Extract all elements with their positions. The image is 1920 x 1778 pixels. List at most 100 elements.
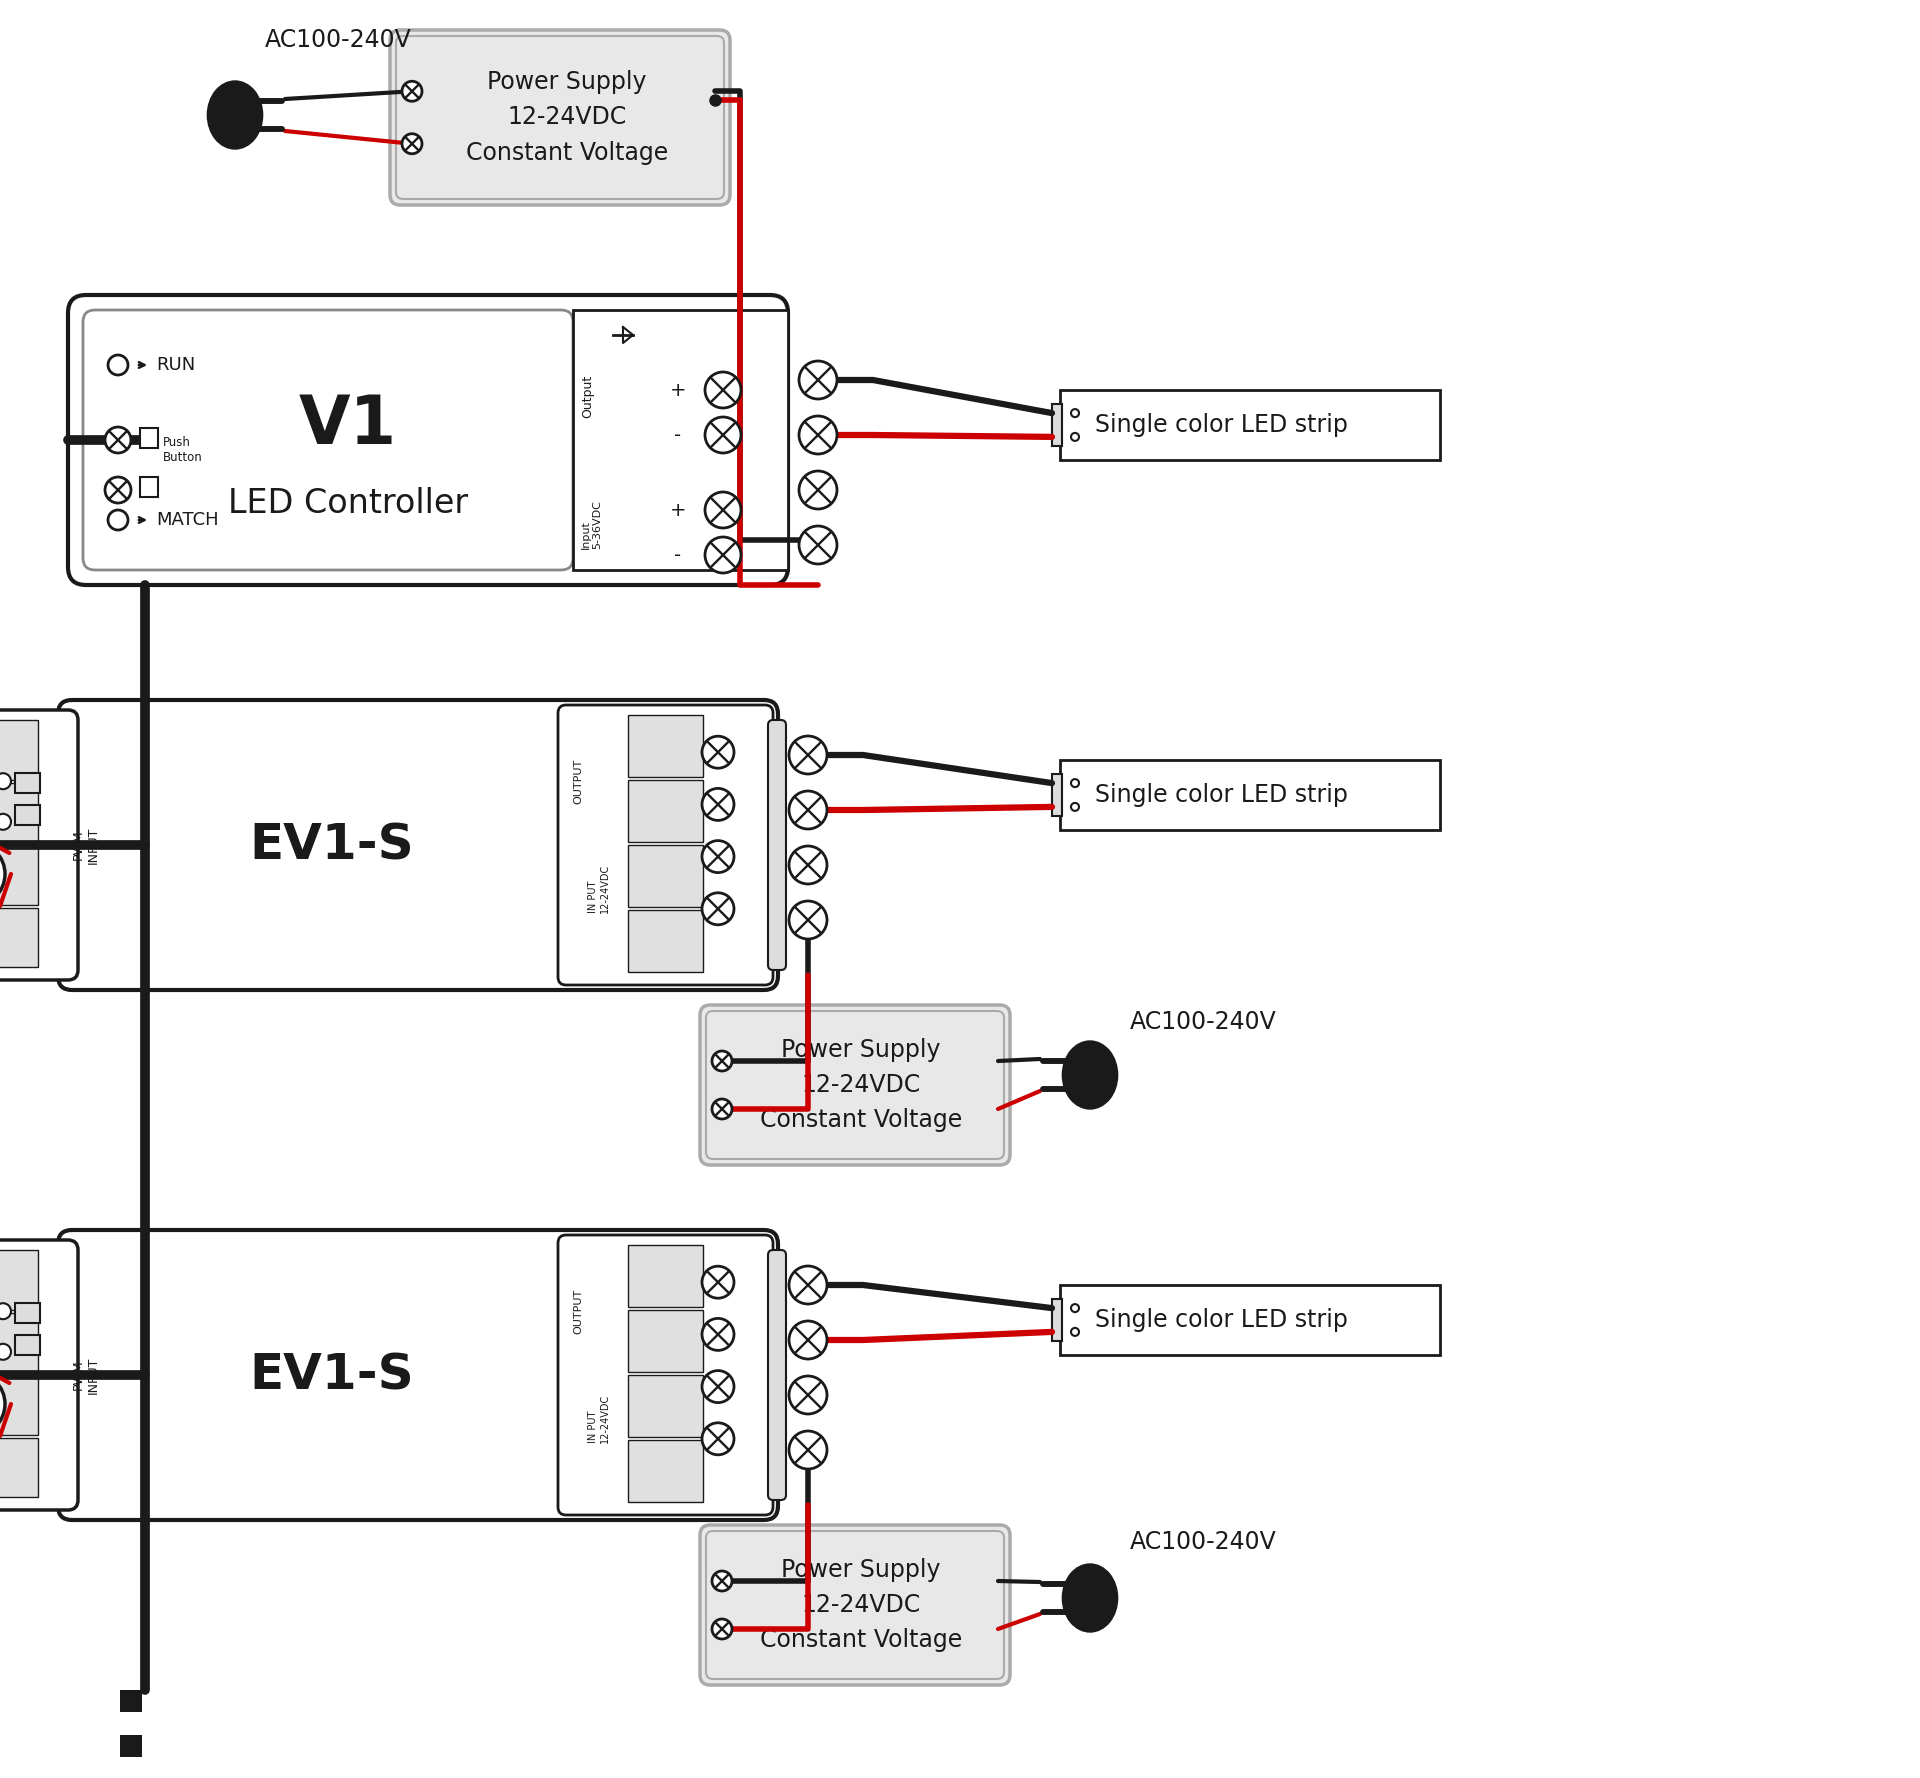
Circle shape: [703, 1266, 733, 1298]
Circle shape: [789, 1376, 828, 1414]
Circle shape: [1071, 432, 1079, 441]
Circle shape: [1071, 804, 1079, 811]
Bar: [628, 910, 703, 973]
FancyBboxPatch shape: [0, 1239, 79, 1510]
Text: IN PUT
12-24VDC: IN PUT 12-24VDC: [588, 864, 611, 914]
FancyBboxPatch shape: [0, 709, 79, 980]
Ellipse shape: [1062, 1565, 1117, 1632]
Bar: [15, 772, 40, 793]
Circle shape: [1071, 409, 1079, 418]
Text: RUN: RUN: [156, 356, 196, 373]
Text: V1: V1: [300, 393, 397, 459]
Text: -: -: [674, 546, 682, 564]
Ellipse shape: [1062, 1040, 1117, 1109]
Bar: [628, 1440, 703, 1502]
Circle shape: [789, 901, 828, 939]
FancyBboxPatch shape: [396, 36, 724, 199]
Circle shape: [401, 133, 422, 153]
Bar: [628, 781, 703, 843]
FancyBboxPatch shape: [707, 1531, 1004, 1678]
Circle shape: [799, 471, 837, 509]
Circle shape: [799, 526, 837, 564]
Text: PWM
INPUT: PWM INPUT: [73, 827, 100, 864]
Text: OUTPUT: OUTPUT: [572, 759, 584, 804]
Text: Power Supply
12-24VDC
Constant Voltage: Power Supply 12-24VDC Constant Voltage: [467, 69, 668, 165]
Circle shape: [0, 773, 12, 789]
Text: IN PUT
12-24VDC: IN PUT 12-24VDC: [588, 1394, 611, 1444]
Text: Output: Output: [582, 375, 593, 418]
FancyBboxPatch shape: [707, 1012, 1004, 1159]
Bar: [1060, 1285, 1440, 1355]
Circle shape: [799, 361, 837, 398]
Bar: [0, 720, 38, 779]
Circle shape: [703, 1319, 733, 1351]
Bar: [628, 715, 703, 777]
Bar: [15, 1335, 40, 1355]
Circle shape: [703, 736, 733, 768]
Circle shape: [712, 1620, 732, 1639]
Bar: [628, 1245, 703, 1307]
Circle shape: [0, 1303, 12, 1319]
Circle shape: [0, 814, 12, 830]
FancyBboxPatch shape: [390, 30, 730, 204]
Bar: [0, 1437, 38, 1497]
FancyBboxPatch shape: [559, 1236, 774, 1515]
Bar: [140, 428, 157, 448]
Text: Power Supply
12-24VDC
Constant Voltage: Power Supply 12-24VDC Constant Voltage: [760, 1038, 962, 1133]
Circle shape: [1071, 1328, 1079, 1335]
Bar: [119, 1691, 142, 1712]
Text: PWM
INPUT: PWM INPUT: [73, 1357, 100, 1394]
Circle shape: [0, 843, 6, 907]
Circle shape: [703, 788, 733, 820]
Bar: [119, 1735, 142, 1757]
Text: Single color LED strip: Single color LED strip: [1094, 412, 1348, 437]
Text: AC100-240V: AC100-240V: [1131, 1531, 1277, 1554]
Bar: [628, 845, 703, 907]
Circle shape: [789, 1266, 828, 1303]
Bar: [0, 1374, 38, 1435]
Circle shape: [0, 1344, 12, 1360]
Circle shape: [712, 1099, 732, 1118]
Circle shape: [705, 493, 741, 528]
Bar: [572, 309, 787, 571]
Circle shape: [108, 356, 129, 375]
Circle shape: [705, 418, 741, 453]
Circle shape: [1071, 1303, 1079, 1312]
Bar: [1052, 773, 1062, 816]
Circle shape: [789, 846, 828, 884]
Text: Single color LED strip: Single color LED strip: [1094, 782, 1348, 807]
Circle shape: [703, 841, 733, 873]
FancyBboxPatch shape: [559, 706, 774, 985]
Bar: [628, 1374, 703, 1437]
Bar: [628, 1310, 703, 1373]
Circle shape: [789, 791, 828, 829]
Bar: [140, 477, 157, 498]
Bar: [1052, 1300, 1062, 1341]
Text: +: +: [670, 500, 685, 519]
Bar: [1060, 759, 1440, 830]
FancyBboxPatch shape: [67, 295, 787, 585]
Bar: [0, 907, 38, 967]
Circle shape: [789, 736, 828, 773]
Circle shape: [705, 537, 741, 573]
Text: Input
5-36VDC: Input 5-36VDC: [582, 500, 603, 549]
Circle shape: [703, 893, 733, 925]
Ellipse shape: [207, 82, 263, 149]
Circle shape: [108, 510, 129, 530]
Circle shape: [0, 1373, 6, 1437]
Text: Power Supply
12-24VDC
Constant Voltage: Power Supply 12-24VDC Constant Voltage: [760, 1558, 962, 1652]
FancyBboxPatch shape: [701, 1005, 1010, 1165]
Bar: [1052, 404, 1062, 446]
Bar: [0, 845, 38, 905]
Text: AC100-240V: AC100-240V: [265, 28, 411, 52]
Bar: [1060, 389, 1440, 461]
FancyBboxPatch shape: [58, 1230, 778, 1520]
Circle shape: [703, 1422, 733, 1454]
Text: Push
Button: Push Button: [163, 436, 204, 464]
Bar: [0, 1250, 38, 1310]
Circle shape: [106, 477, 131, 503]
Bar: [0, 782, 38, 843]
Text: EV1-S: EV1-S: [250, 1351, 415, 1399]
Circle shape: [401, 82, 422, 101]
Text: MATCH: MATCH: [156, 510, 219, 530]
